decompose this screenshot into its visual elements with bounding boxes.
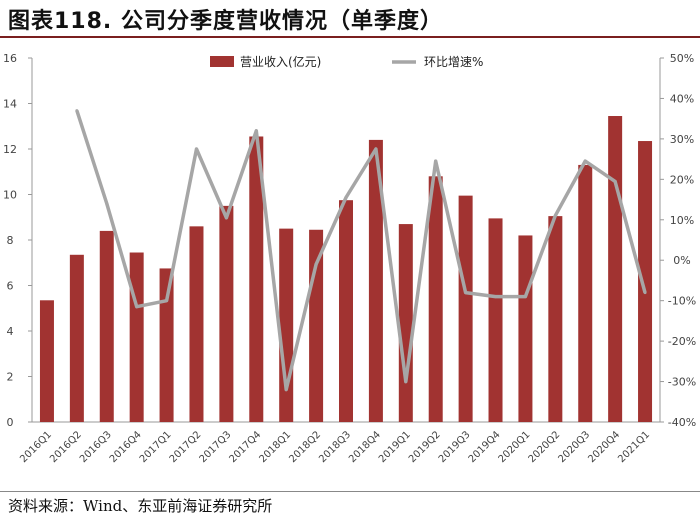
revenue-bar [458,195,473,422]
left-tick-label: 8 [7,234,14,247]
left-tick-label: 16 [3,52,17,65]
x-tick-label: 2016Q4 [108,429,144,465]
right-tick-label: 30% [670,133,694,146]
x-tick-label: 2020Q3 [556,429,592,465]
left-tick-label: 2 [7,371,14,384]
right-tick-label: 0% [673,254,690,267]
growth-rate-point [135,305,139,309]
left-tick-label: 4 [7,325,14,338]
revenue-bar [129,252,144,422]
revenue-bar [548,216,563,422]
growth-rate-point [583,159,587,163]
x-tick-label: 2016Q2 [48,429,84,465]
growth-rate-line [75,110,647,392]
right-tick-label: 50% [670,52,694,65]
right-tick-label: 40% [670,92,694,105]
x-tick-label: 2019Q2 [407,429,443,465]
left-tick-label: 14 [3,98,17,111]
chart-svg: 0 2 4 6 8 10 12 14 16 -40% -30% -20% -10% 0% 10% 20% 30%… [3,52,696,465]
revenue-bar [249,136,264,423]
growth-rate-point [224,216,228,220]
x-tick-label: 2018Q3 [317,429,353,465]
revenue-bar [488,218,503,422]
revenue-bar [608,116,623,422]
left-tick-label: 10 [3,189,17,202]
x-tick-label: 2019Q4 [467,429,503,465]
right-tick-label: -40% [668,416,696,429]
revenue-bar [39,300,54,422]
legend-label-growth: 环比增速% [424,55,483,69]
right-tick-label: -10% [668,295,696,308]
growth-rate-point [613,179,617,183]
right-tick-label: 10% [670,214,694,227]
revenue-bar [428,176,443,422]
growth-rate-point [314,262,318,266]
x-tick-label: 2018Q1 [257,429,293,465]
growth-rate-point [165,299,169,303]
revenue-bar [339,200,353,422]
growth-rate-point [344,196,348,200]
x-tick-label: 2020Q1 [497,429,533,465]
growth-rate-point [643,291,647,295]
growth-rate-point [105,202,109,206]
revenue-bar [159,268,174,422]
x-tick-label: 2016Q3 [78,429,114,465]
x-tick-label: 2019Q3 [437,429,473,465]
growth-rate-point [553,214,557,218]
left-tick-label: 12 [3,143,17,156]
legend-swatch-revenue [210,56,234,67]
left-tick-label: 0 [7,416,14,429]
growth-rate-point [494,295,498,299]
x-tick-label: 2020Q4 [586,429,622,465]
left-tick-label: 6 [7,280,14,293]
x-tick-label: 2017Q4 [228,429,264,465]
x-tick-label: 2019Q1 [377,429,413,465]
title-underline [0,36,700,38]
growth-rate-point [75,109,79,113]
revenue-bar [518,235,533,422]
growth-rate-point [404,380,408,384]
revenue-bar [368,139,383,422]
growth-rate-point [434,159,438,163]
revenue-bar [99,230,114,422]
revenue-bar [69,254,84,422]
x-tick-label: 2018Q4 [347,429,383,465]
growth-rate-point [254,129,258,133]
growth-rate-point [523,295,527,299]
revenue-bar [219,205,234,422]
right-tick-label: -20% [668,335,696,348]
x-tick-label: 2017Q2 [168,429,204,465]
chart-title: 图表118. 公司分季度营收情况（单季度） [8,9,443,34]
right-tick-label: -30% [668,376,696,389]
revenue-bar [309,229,324,422]
revenue-bar [578,164,593,423]
x-tick-label: 2017Q1 [138,429,174,465]
revenue-bar [638,141,653,422]
growth-rate-point [194,147,198,151]
revenue-bar [279,228,294,422]
source-note: 资料来源：Wind、东亚前海证券研究所 [8,497,273,515]
x-tick-label: 2018Q2 [287,429,323,465]
right-tick-label: 20% [670,173,694,186]
title-bar: 图表118. 公司分季度营收情况（单季度） [0,0,700,40]
x-tick-label: 2016Q1 [18,429,54,465]
revenue-bar [189,226,204,422]
growth-rate-point [284,388,288,392]
x-tick-label: 2021Q1 [616,429,652,465]
growth-rate-point [374,147,378,151]
x-tick-label: 2020Q2 [527,429,563,465]
x-tick-label: 2017Q3 [198,429,234,465]
revenue-bar [398,224,413,422]
legend-label-revenue: 营业收入(亿元) [240,54,321,69]
growth-rate-point [464,291,468,295]
chart-area: 0 2 4 6 8 10 12 14 16 -40% -30% -20% -10% 0% 10% 20% 30%… [0,38,700,490]
footer-divider [0,491,700,492]
